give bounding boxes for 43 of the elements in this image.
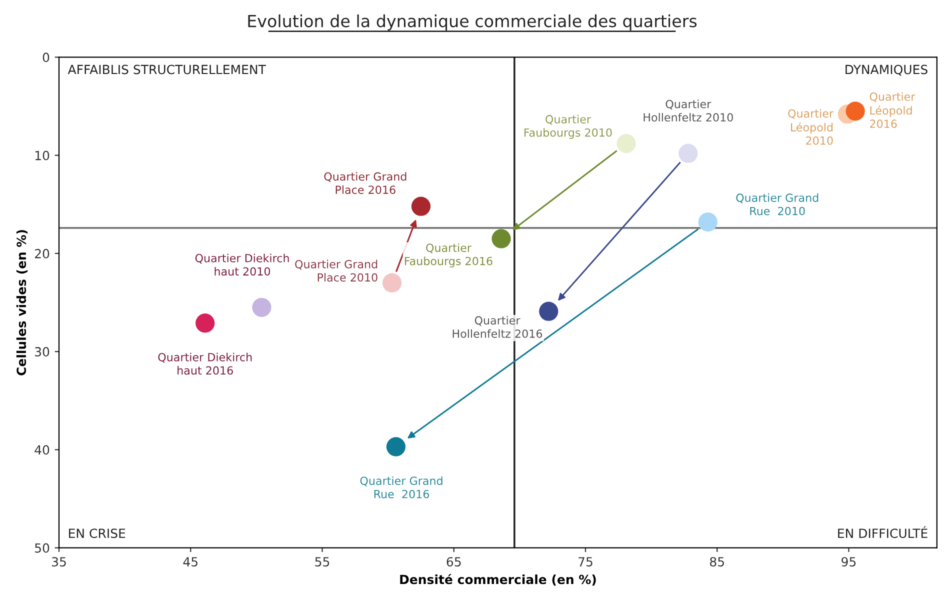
annotation: Quartier Léopold 2016 (870, 92, 916, 128)
y-tick-label: 40 (34, 445, 50, 455)
chart-title: Evolution de la dynamique commerciale des quartiers (248, 14, 697, 31)
point (386, 437, 406, 456)
annotation: Quartier Faubourgs 2016 (404, 243, 492, 268)
annotation: Quartier Hollenfeltz 2016 (452, 316, 542, 338)
point (616, 134, 636, 154)
y-tick-label: 10 (35, 150, 50, 160)
point (846, 102, 865, 121)
x-tick-label: 55 (315, 557, 330, 567)
x-tick-label: 75 (578, 557, 592, 567)
x-tick-label: 65 (446, 557, 461, 567)
point (492, 229, 511, 248)
annotation: Quartier Hollenfeltz 2010 (644, 100, 733, 122)
annotation: DYNAMIQUES (846, 64, 928, 76)
annotation: EN CRISE (69, 528, 126, 538)
x-tick-label: 85 (710, 557, 724, 567)
point (411, 196, 431, 216)
point (382, 273, 402, 292)
y-axis-title: Cellules vides (en %) (16, 230, 28, 376)
annotation: Quartier Grand Rue 2010 (736, 193, 818, 216)
annotation: Quartier Grand Place 2016 (324, 172, 406, 194)
point (196, 314, 215, 333)
annotation: Quartier Diekirch haut 2016 (158, 352, 252, 375)
y-tick-label: 20 (34, 248, 50, 258)
x-tick-label: 35 (52, 557, 66, 567)
annotation: Quartier Grand Place 2010 (295, 260, 378, 282)
x-tick-label: 45 (183, 557, 198, 567)
annotation: AFFAIBLIS STRUCTURELLEMENT (68, 64, 266, 74)
point (539, 302, 558, 321)
annotation: Quartier Diekirch haut 2010 (195, 254, 289, 276)
y-tick-label: 50 (35, 543, 50, 553)
annotation: EN DIFFICULTÉ (838, 526, 928, 538)
y-tick-label: 30 (35, 347, 50, 356)
y-tick-label: 0 (42, 52, 50, 62)
x-tick-label: 95 (842, 557, 856, 567)
point (252, 298, 272, 317)
point (698, 212, 718, 232)
annotation: Quartier Grand Rue 2016 (360, 476, 442, 498)
annotation: Quartier Faubourgs 2010 (524, 114, 612, 139)
x-axis-title: Densité commerciale (en %) (400, 574, 596, 586)
annotation: Quartier Léopold 2010 (788, 109, 834, 145)
point (678, 144, 698, 163)
